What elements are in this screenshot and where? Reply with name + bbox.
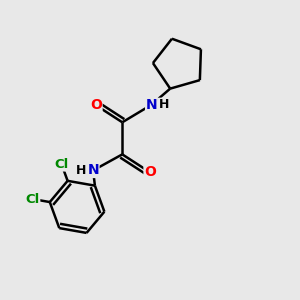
Text: Cl: Cl: [26, 193, 40, 206]
Text: O: O: [144, 165, 156, 179]
Text: N: N: [146, 98, 157, 112]
Text: H: H: [158, 98, 169, 111]
Text: N: N: [87, 164, 99, 177]
Text: O: O: [90, 98, 102, 112]
Text: Cl: Cl: [55, 158, 69, 171]
Text: H: H: [76, 164, 86, 177]
